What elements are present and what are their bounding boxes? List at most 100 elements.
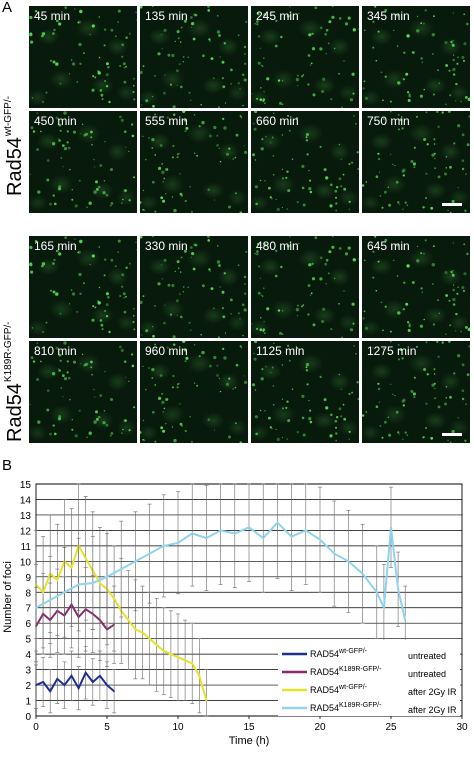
timepoint-label: 1275 min [367,344,417,358]
y-tick-label: 14 [20,495,32,506]
data-point [141,631,144,634]
data-point [163,545,165,547]
legend-condition-label: after 2Gy IR [408,687,457,697]
x-tick-label: 5 [104,722,110,733]
foci-speckles [140,341,248,443]
data-point [92,582,94,584]
data-point [376,591,378,594]
micrograph-tile: 645 min [362,236,470,338]
y-tick-label: 2 [25,681,31,692]
y-tick-label: 1 [25,697,31,708]
block2-label-sup: K189R-GFP/- [3,321,14,383]
timepoint-label: 135 min [145,9,188,23]
data-point [404,619,407,621]
foci-speckles [29,236,137,334]
data-point [234,532,236,535]
timepoint-label: 330 min [145,239,188,253]
x-tick-label: 15 [243,722,255,733]
timepoint-label: 810 min [34,344,77,358]
y-tick-label: 11 [21,542,32,553]
data-point [99,582,101,584]
data-point [276,521,279,524]
data-point [170,653,172,655]
y-axis-label: Number of foci [2,561,14,633]
timepoint-label: 660 min [256,114,299,128]
x-tick-label: 25 [385,722,397,733]
data-point [70,674,73,677]
micrograph-tile: 555 min [140,111,248,213]
data-point [177,656,179,659]
foci-speckles [140,236,248,338]
data-point [205,537,208,539]
data-point [361,572,364,575]
x-axis-label: Time (h) [229,735,270,747]
micrograph-tile: 480 min [251,236,359,338]
y-tick-label: 15 [20,480,32,491]
data-point [198,674,201,677]
data-point [120,568,122,570]
foci-speckles [140,6,248,108]
data-point [84,671,87,674]
foci-speckles [362,111,470,213]
legend-entry-label: RAD54K189R-GFP/- [310,702,382,713]
scale-bar [442,203,462,206]
data-point [42,681,44,683]
block1-genotype-label: Rad54wt-GFP/- [3,96,27,196]
x-tick-label: 0 [33,722,39,733]
data-point [177,541,179,544]
y-tick-label: 7 [25,604,31,615]
timepoint-label: 645 min [367,239,410,253]
legend-entry-label: RAD54wt-GFP/- [310,684,368,695]
data-point [305,529,307,532]
timepoint-label: 45 min [34,9,71,23]
timepoint-label: 245 min [256,9,299,23]
data-point [35,606,37,609]
y-tick-label: 3 [25,666,31,677]
data-point [63,684,66,686]
data-point [49,599,51,601]
y-tick-label: 12 [20,526,32,537]
data-point [106,684,108,686]
foci-speckles [140,111,248,213]
data-point [191,532,193,535]
data-point [397,588,399,590]
foci-speckles [29,111,136,209]
data-point [383,606,385,609]
panel-b-letter: B [2,457,13,474]
y-tick-label: 6 [25,619,31,630]
data-point [333,552,336,555]
data-point [42,591,44,594]
data-point [163,650,165,652]
series-layer [34,483,408,717]
data-point [347,560,350,563]
data-point [92,681,94,683]
data-point [77,687,80,689]
block2-genotype-label: Rad54K189R-GFP/- [3,321,27,442]
micrograph-tile: 660 min [251,111,359,213]
scale-bar [442,433,462,436]
timepoint-label: 555 min [145,114,188,128]
series-line [35,670,115,694]
data-point [84,557,87,560]
data-point [56,678,59,680]
data-point [134,560,137,563]
micrograph-tile: 750 min [362,111,470,213]
data-point [134,628,137,631]
data-point [127,619,130,621]
microscopy-grid-k189r: 165 min 330 min 480 min 645 min 810 min 960 m… [29,236,470,443]
timepoint-label: 345 min [367,9,410,23]
data-point [155,644,158,646]
timepoint-label: 450 min [34,114,77,128]
foci-speckles [251,6,359,108]
data-point [35,684,37,686]
x-tick-label: 30 [456,722,468,733]
timepoint-label: 960 min [145,344,188,358]
data-point [184,659,186,662]
y-tick-label: 9 [25,573,31,584]
y-tick-label: 10 [20,557,32,568]
data-point [77,583,80,586]
legend-condition-label: untreated [408,669,446,679]
data-point [319,538,321,541]
series-group [34,483,408,655]
